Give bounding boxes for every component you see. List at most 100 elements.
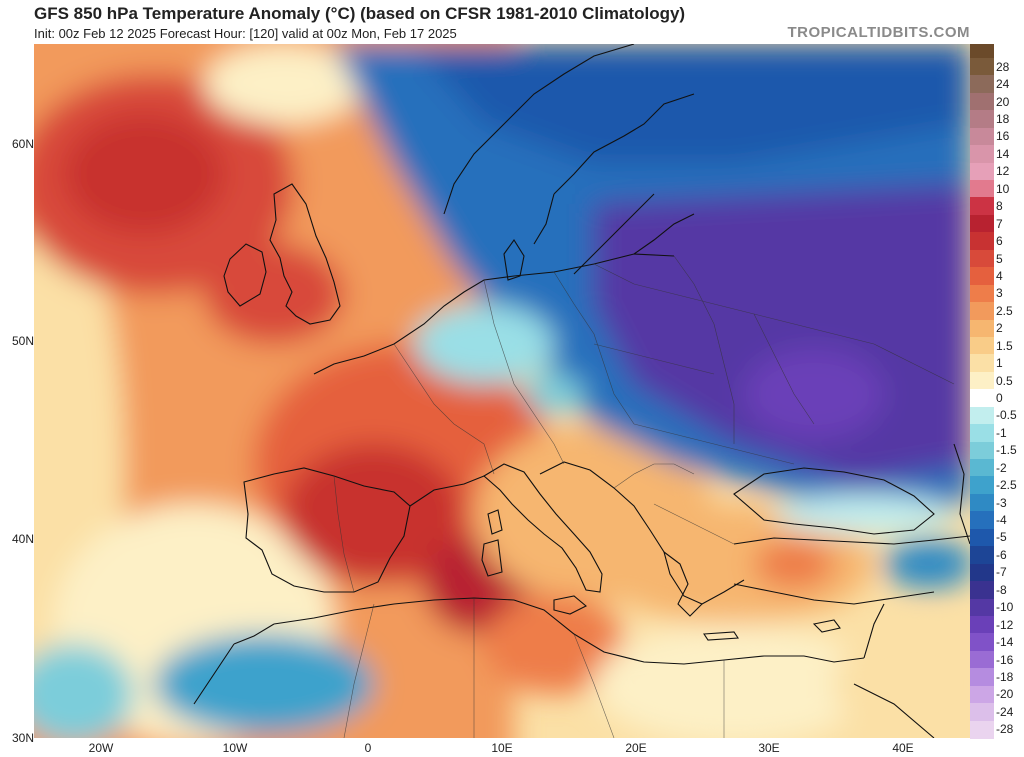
colorbar-swatch xyxy=(970,371,994,390)
colorbar-swatch xyxy=(970,58,994,77)
colorbar-swatch xyxy=(970,546,994,565)
colorbar-label: -28 xyxy=(996,722,1014,737)
colorbar-swatch xyxy=(970,232,994,251)
colorbar-label: -4 xyxy=(996,513,1007,528)
colorbar-swatch xyxy=(970,633,994,652)
colorbar-swatch xyxy=(970,406,994,425)
colorbar-label: 24 xyxy=(996,77,1010,92)
colorbar-label: 2.5 xyxy=(996,303,1013,318)
lat-label: 40N xyxy=(11,532,34,546)
colorbar-label: 4 xyxy=(996,268,1003,283)
colorbar-swatch xyxy=(970,615,994,634)
colorbar-label: 6 xyxy=(996,234,1003,249)
colorbar-label: -18 xyxy=(996,669,1014,684)
lat-label: 60N xyxy=(11,137,34,151)
colorbar-label: 7 xyxy=(996,216,1003,231)
colorbar-label: -0.5 xyxy=(996,408,1017,423)
colorbar-label: 20 xyxy=(996,94,1010,109)
colorbar-swatch xyxy=(970,162,994,181)
colorbar-label: 1.5 xyxy=(996,338,1013,353)
colorbar-label: 12 xyxy=(996,164,1010,179)
lat-label: 50N xyxy=(11,334,34,348)
lon-label: 10E xyxy=(491,741,513,755)
coastlines xyxy=(193,44,970,738)
colorbar-label: -16 xyxy=(996,652,1014,667)
colorbar-label: -12 xyxy=(996,617,1014,632)
colorbar-cap xyxy=(970,44,994,58)
colorbar-swatch xyxy=(970,319,994,338)
colorbar-labels: 28 24 20 18 16 14 12 10 8 7 6 5 4 3 2.5 2 1.5 1 0.5 0 -0.5 -1… xyxy=(994,44,1024,738)
colorbar-label: -7 xyxy=(996,565,1007,580)
colorbar-swatch xyxy=(970,563,994,582)
colorbar-label: 16 xyxy=(996,129,1010,144)
colorbar-swatch xyxy=(970,703,994,722)
colorbar-swatch xyxy=(970,476,994,495)
colorbar-label: -2 xyxy=(996,460,1007,475)
colorbar-swatch xyxy=(970,424,994,443)
colorbar-swatch xyxy=(970,249,994,268)
colorbar-swatch xyxy=(970,267,994,286)
colorbar-swatch xyxy=(970,145,994,164)
colorbar-swatch xyxy=(970,459,994,478)
colorbar-label: -14 xyxy=(996,635,1014,650)
colorbar-swatch xyxy=(970,110,994,129)
colorbar-swatch xyxy=(970,354,994,373)
colorbar-swatch xyxy=(970,214,994,233)
colorbar-swatch xyxy=(970,598,994,617)
colorbar-label: -20 xyxy=(996,687,1014,702)
colorbar-swatch xyxy=(970,511,994,530)
colorbar-label: -6 xyxy=(996,547,1007,562)
colorbar-label: -8 xyxy=(996,582,1007,597)
colorbar-label: -1.5 xyxy=(996,443,1017,458)
colorbar-swatch xyxy=(970,302,994,321)
colorbar-swatch xyxy=(970,720,994,739)
colorbar-label: 0 xyxy=(996,391,1003,405)
colorbar-swatch xyxy=(970,127,994,146)
anomaly-map[interactable] xyxy=(34,44,970,738)
colorbar-swatch xyxy=(970,581,994,600)
colorbar-swatch xyxy=(970,389,994,408)
colorbar-label: -5 xyxy=(996,530,1007,545)
colorbar-label: 1 xyxy=(996,356,1003,371)
lon-label: 40E xyxy=(892,741,914,755)
colorbar-label: -24 xyxy=(996,704,1014,719)
colorbar-label: 10 xyxy=(996,181,1010,196)
colorbar-label: 0.5 xyxy=(996,373,1013,388)
country-borders xyxy=(333,255,955,738)
anomaly-shading xyxy=(34,44,970,738)
colorbar-label: -2.5 xyxy=(996,478,1017,493)
colorbar-label: -10 xyxy=(996,600,1014,615)
colorbar-label: 3 xyxy=(996,286,1003,301)
lon-label: 0 xyxy=(364,741,372,755)
colorbar-label: 2 xyxy=(996,321,1003,336)
colorbar-label: 28 xyxy=(996,59,1010,74)
lat-label: 30N xyxy=(11,731,34,745)
colorbar-swatch xyxy=(970,528,994,547)
colorbar-swatch xyxy=(970,441,994,460)
colorbar-label: 14 xyxy=(996,146,1010,161)
colorbar-label: -3 xyxy=(996,495,1007,510)
lon-label: 20E xyxy=(625,741,647,755)
lon-label: 30E xyxy=(758,741,780,755)
colorbar-swatch xyxy=(970,668,994,687)
lon-label: 10W xyxy=(222,741,248,755)
colorbar-swatch xyxy=(970,650,994,669)
colorbar-label: -1 xyxy=(996,425,1007,440)
colorbar-label: 8 xyxy=(996,199,1003,214)
lon-label: 20W xyxy=(88,741,114,755)
colorbar-swatch xyxy=(970,180,994,199)
anomaly-field xyxy=(34,44,970,738)
colorbar-swatch xyxy=(970,493,994,512)
source-watermark[interactable]: TROPICALTIDBITS.COM xyxy=(787,24,970,41)
colorbar-swatch xyxy=(970,284,994,303)
latitude-axis: 60N 50N 40N 30N xyxy=(0,0,34,757)
colorbar-swatch xyxy=(970,92,994,111)
colorbar xyxy=(970,44,994,739)
forecast-info: Init: 00z Feb 12 2025 Forecast Hour: [12… xyxy=(34,26,457,41)
colorbar-swatch xyxy=(970,75,994,94)
map-title: GFS 850 hPa Temperature Anomaly (°C) (ba… xyxy=(34,4,686,23)
colorbar-swatch xyxy=(970,197,994,216)
colorbar-label: 18 xyxy=(996,112,1010,127)
colorbar-swatch xyxy=(970,336,994,355)
colorbar-swatch xyxy=(970,685,994,704)
